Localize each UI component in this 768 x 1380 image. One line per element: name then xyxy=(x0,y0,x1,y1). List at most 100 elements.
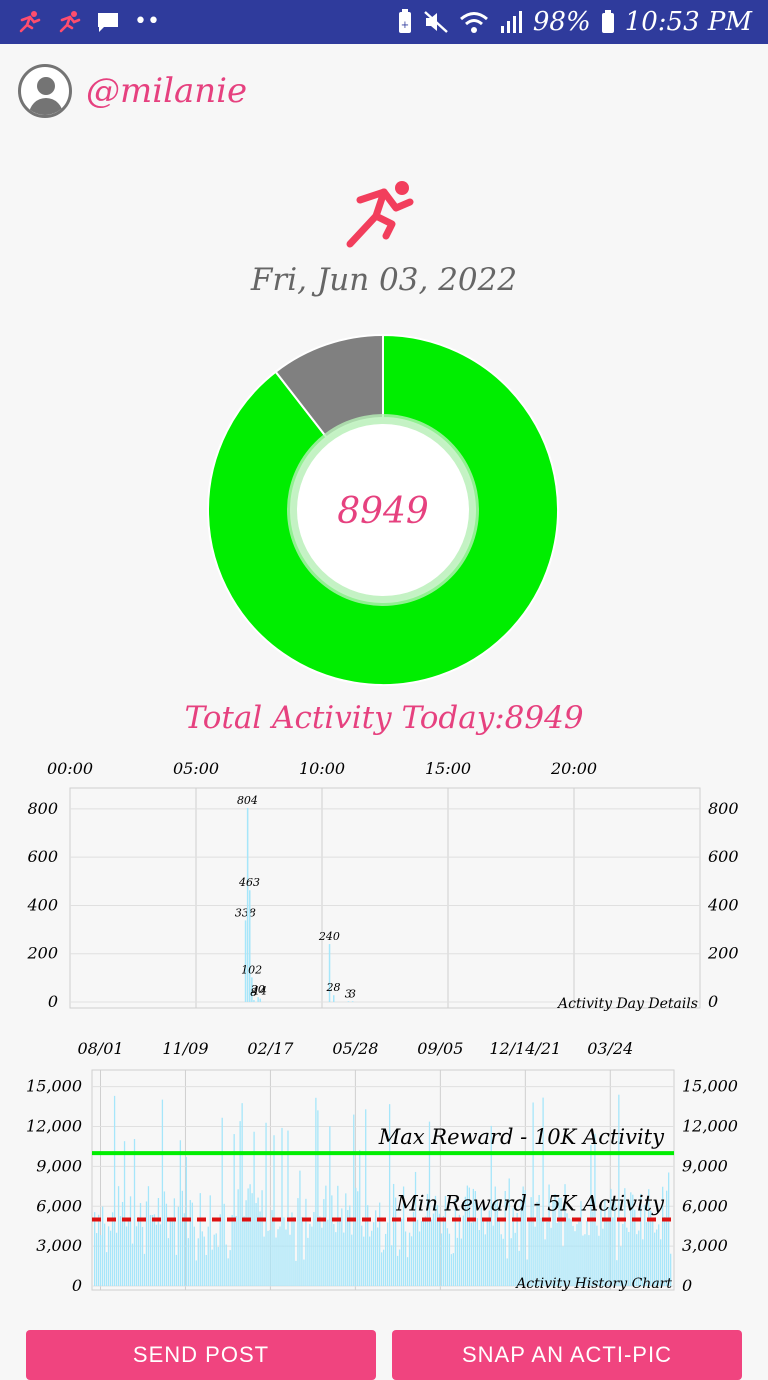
bar xyxy=(586,1221,588,1286)
bar xyxy=(452,1253,455,1286)
bar xyxy=(143,1253,146,1286)
bar xyxy=(458,1214,461,1286)
bar xyxy=(167,1238,170,1286)
bar xyxy=(203,1236,205,1286)
bar-value-label: 28 xyxy=(326,981,341,994)
bar xyxy=(155,1224,158,1286)
y-tick-label-right: 6,000 xyxy=(682,1196,728,1215)
bar xyxy=(355,1187,357,1286)
bar xyxy=(392,1183,395,1286)
bar xyxy=(650,1210,652,1286)
bar xyxy=(339,1220,341,1286)
runner-notification-icon xyxy=(59,11,81,33)
avatar[interactable] xyxy=(18,64,72,118)
bar xyxy=(522,1186,524,1286)
bar xyxy=(660,1239,662,1286)
bar xyxy=(135,1226,138,1286)
bar xyxy=(131,1243,134,1286)
bar xyxy=(622,1223,624,1286)
bar xyxy=(494,1186,496,1286)
bar xyxy=(259,998,261,1002)
bar xyxy=(578,1220,580,1286)
y-tick-label-left: 0 xyxy=(48,992,58,1011)
bar-value-label: 804 xyxy=(237,794,258,807)
bar xyxy=(299,1170,301,1286)
bar xyxy=(265,1122,267,1286)
x-tick-label: 15:00 xyxy=(425,759,471,778)
bar xyxy=(151,1214,154,1286)
bar xyxy=(365,1109,367,1286)
bar xyxy=(602,1228,604,1286)
bar xyxy=(331,1195,333,1286)
bar xyxy=(335,1232,337,1286)
bar xyxy=(259,1211,261,1286)
bar xyxy=(195,1260,197,1286)
bar xyxy=(488,1210,490,1286)
bar xyxy=(251,977,253,1002)
bar xyxy=(558,1197,560,1286)
y-tick-label-left: 800 xyxy=(27,799,58,818)
bar xyxy=(139,1203,142,1286)
total-activity-today: Total Activity Today:8949 xyxy=(184,700,584,736)
bar xyxy=(474,1191,476,1286)
bar xyxy=(209,1195,211,1286)
bar xyxy=(554,1193,556,1286)
bar xyxy=(562,1246,564,1286)
bar xyxy=(570,1219,572,1286)
bar-value-label: 3 xyxy=(345,987,352,1000)
bar xyxy=(147,1186,150,1286)
bar xyxy=(500,1234,502,1286)
bar xyxy=(103,1223,106,1286)
send-post-button[interactable]: SEND POST xyxy=(26,1330,376,1380)
bar xyxy=(187,1238,189,1286)
bar xyxy=(279,1226,281,1286)
bar xyxy=(141,1226,144,1286)
bar xyxy=(418,1231,421,1286)
bar xyxy=(275,1237,277,1286)
bar xyxy=(199,1193,201,1286)
x-tick-label: 12/14/21 xyxy=(489,1039,561,1058)
bar xyxy=(263,1236,265,1286)
bar xyxy=(576,1224,578,1286)
bar xyxy=(582,1235,584,1286)
bar xyxy=(301,1216,303,1286)
bar xyxy=(410,1236,413,1286)
bar xyxy=(157,1198,160,1286)
bar xyxy=(492,1225,494,1286)
bar xyxy=(313,1212,315,1286)
bar xyxy=(566,1213,568,1286)
bar xyxy=(285,1229,287,1286)
bar xyxy=(283,1217,285,1286)
snap-acti-pic-button[interactable]: SNAP AN ACTI-PIC xyxy=(392,1330,742,1380)
bar xyxy=(159,1224,162,1286)
y-tick-label-right: 12,000 xyxy=(682,1117,738,1136)
bar xyxy=(614,1198,616,1286)
bar xyxy=(656,1229,658,1286)
bar xyxy=(508,1178,510,1286)
mute-icon xyxy=(424,11,448,33)
bar xyxy=(470,1222,472,1286)
bar xyxy=(396,1255,399,1286)
bar xyxy=(351,1234,353,1286)
bar xyxy=(133,1139,136,1286)
plot-area xyxy=(91,1069,675,1291)
bar xyxy=(317,1110,319,1286)
profile-header[interactable]: @milanie xyxy=(18,62,247,120)
bar xyxy=(498,1217,500,1286)
bar xyxy=(642,1239,644,1286)
bar xyxy=(99,1235,102,1286)
bar xyxy=(297,1198,299,1286)
bar xyxy=(375,1210,377,1286)
bar xyxy=(538,1194,540,1286)
bar xyxy=(516,1213,518,1286)
bar xyxy=(544,1239,546,1286)
runner-icon xyxy=(346,181,414,248)
bar xyxy=(530,1197,532,1286)
bar xyxy=(165,1203,168,1286)
bar-value-label: 8 xyxy=(250,986,257,999)
bar xyxy=(490,1125,492,1286)
bar xyxy=(244,920,247,1002)
bar xyxy=(235,1215,237,1286)
bar xyxy=(384,1233,387,1286)
x-tick-label: 10:00 xyxy=(299,759,345,778)
